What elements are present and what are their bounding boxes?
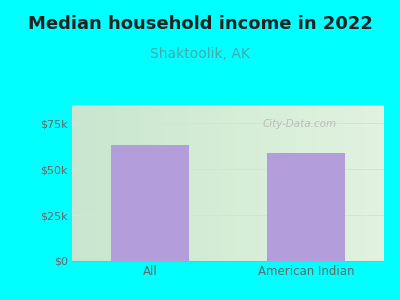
- Text: Median household income in 2022: Median household income in 2022: [28, 15, 372, 33]
- Bar: [267, 153, 345, 261]
- Text: City-Data.com: City-Data.com: [263, 119, 337, 129]
- Text: Shaktoolik, AK: Shaktoolik, AK: [150, 47, 250, 61]
- Bar: [111, 146, 189, 261]
